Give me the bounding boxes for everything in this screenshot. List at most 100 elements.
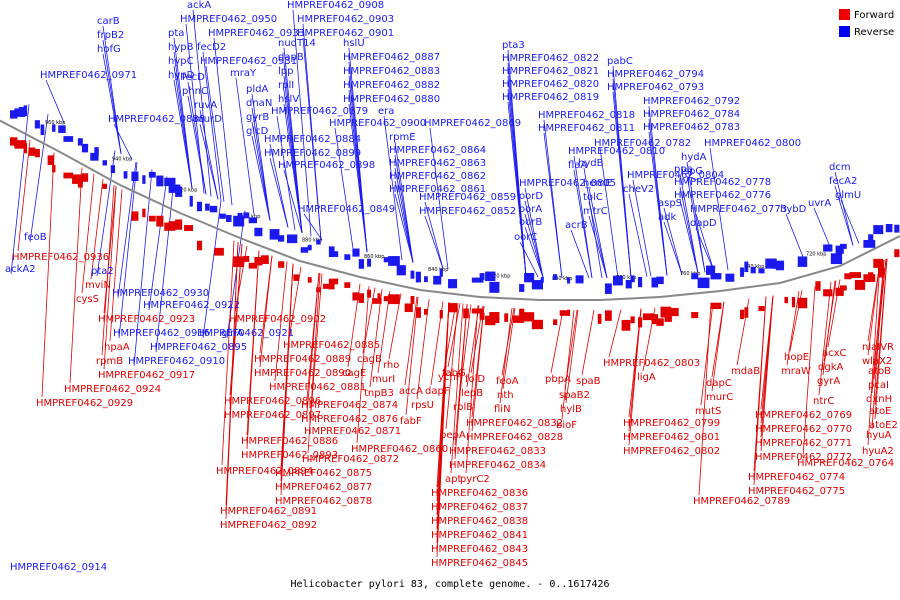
forward-gene-label: HMPREF0462_0774 bbox=[748, 472, 845, 483]
forward-gene-block bbox=[512, 315, 525, 323]
forward-label-connector bbox=[306, 272, 320, 414]
reverse-gene-block bbox=[388, 256, 400, 266]
forward-gene-label: dapF bbox=[425, 386, 450, 397]
reverse-gene-label: HMPREF0462_0862 bbox=[389, 171, 486, 182]
reverse-gene-label: oorA bbox=[519, 204, 542, 215]
forward-gene-block bbox=[553, 319, 558, 326]
forward-gene-label: pbpA bbox=[545, 374, 571, 385]
reverse-gene-block bbox=[367, 258, 372, 267]
reverse-label-connector bbox=[102, 53, 122, 154]
reverse-gene-label: HMPREF0462_0821 bbox=[502, 66, 599, 77]
reverse-label-connector bbox=[519, 241, 539, 278]
forward-gene-label: cagB bbox=[357, 354, 382, 365]
reverse-gene-block bbox=[750, 266, 756, 274]
forward-label-connector bbox=[101, 185, 115, 356]
forward-gene-label: HMPREF0462_0801 bbox=[623, 432, 720, 443]
forward-gene-block bbox=[660, 306, 672, 318]
reverse-gene-block bbox=[894, 224, 900, 233]
forward-gene-block bbox=[797, 297, 808, 309]
reverse-gene-block bbox=[863, 240, 876, 248]
reverse-gene-label: tolC bbox=[583, 192, 603, 203]
forward-gene-block bbox=[332, 278, 339, 285]
reverse-gene-label: ackA2 bbox=[5, 264, 36, 275]
forward-label-connector bbox=[17, 139, 31, 252]
reverse-gene-block bbox=[110, 165, 116, 174]
forward-gene-label: murC bbox=[706, 392, 733, 403]
reverse-gene-block bbox=[706, 265, 716, 275]
reverse-gene-label: hemE bbox=[583, 178, 612, 189]
forward-gene-label: HMPREF0462_0775 bbox=[748, 486, 845, 497]
forward-label-connector bbox=[259, 255, 273, 368]
reverse-label-connector bbox=[679, 173, 699, 274]
forward-gene-block bbox=[34, 148, 40, 158]
reverse-gene-label: HMPREF0462_0883 bbox=[343, 66, 440, 77]
reverse-gene-label: HMPREF0462_0784 bbox=[643, 109, 740, 120]
reverse-gene-label: HMPREF0462_0805 bbox=[519, 178, 616, 189]
reverse-gene-label: HMPREF0462_0971 bbox=[40, 70, 137, 81]
kbp-tick-label: 920 kbp bbox=[177, 188, 197, 194]
reverse-label-connector bbox=[133, 169, 153, 367]
kbp-tick-label: 960 kbp bbox=[45, 120, 65, 126]
forward-label-connector bbox=[41, 152, 55, 398]
forward-gene-label: HMPREF0462_0802 bbox=[623, 446, 720, 457]
forward-gene-block bbox=[423, 308, 428, 315]
genome-backbone bbox=[0, 119, 900, 301]
reverse-gene-block bbox=[396, 265, 406, 276]
reverse-label-connector bbox=[394, 180, 414, 263]
forward-gene-label: HMPREF0462_0832 bbox=[466, 418, 563, 429]
reverse-gene-block bbox=[575, 275, 584, 284]
reverse-gene-label: HMPREF0462_0895 bbox=[150, 342, 247, 353]
forward-label-connector bbox=[69, 167, 83, 384]
forward-gene-label: HMPREF0462_0878 bbox=[275, 496, 372, 507]
forward-label-connector bbox=[561, 309, 575, 420]
forward-gene-label: HMPREF0462_0902 bbox=[229, 314, 326, 325]
kbp-tick-label: 720 kbp bbox=[806, 252, 826, 258]
forward-gene-block bbox=[293, 274, 300, 281]
reverse-gene-block bbox=[90, 152, 99, 161]
forward-label-connector bbox=[103, 186, 117, 370]
reverse-gene-block bbox=[656, 276, 664, 285]
reverse-gene-label: cheV2 bbox=[623, 184, 654, 195]
forward-gene-block bbox=[261, 255, 269, 264]
reverse-label-connector bbox=[394, 167, 414, 263]
forward-gene-label: HMPREF0462_0769 bbox=[755, 410, 852, 421]
forward-gene-block bbox=[471, 308, 484, 314]
reverse-label-connector bbox=[10, 104, 30, 275]
reverse-gene-block bbox=[765, 258, 777, 269]
forward-gene-label: HMPREF0462_0885 bbox=[283, 340, 380, 351]
reverse-gene-label: pldA bbox=[246, 84, 268, 95]
forward-gene-label: atoE bbox=[869, 406, 892, 417]
forward-gene-block bbox=[77, 180, 83, 188]
reverse-gene-block bbox=[52, 124, 56, 132]
forward-label-connector bbox=[416, 299, 430, 400]
forward-gene-label: mutS bbox=[695, 406, 721, 417]
forward-gene-block bbox=[664, 315, 672, 322]
reverse-gene-block bbox=[830, 253, 843, 265]
forward-gene-label: apt bbox=[445, 474, 461, 485]
forward-gene-block bbox=[254, 256, 263, 266]
genome-caption: Helicobacter pylori 83, complete genome.… bbox=[290, 579, 609, 590]
forward-gene-block bbox=[372, 298, 382, 304]
forward-gene-block bbox=[377, 293, 381, 301]
kbp-tick-label: 780 kbp bbox=[616, 275, 636, 281]
reverse-label-connector bbox=[251, 107, 271, 221]
reverse-gene-label: phnC bbox=[182, 86, 208, 97]
forward-gene-block bbox=[383, 296, 392, 302]
reverse-gene-label: HMPREF0462_0782 bbox=[594, 138, 691, 149]
reverse-gene-block bbox=[540, 277, 544, 283]
forward-gene-block bbox=[849, 272, 862, 279]
reverse-gene-block bbox=[775, 260, 785, 271]
reverse-gene-label: HMPREF0462_0916 bbox=[113, 328, 210, 339]
forward-gene-block bbox=[630, 316, 635, 324]
reverse-gene-label: HMPREF0462_0882 bbox=[343, 80, 440, 91]
reverse-label-connector bbox=[573, 169, 593, 279]
reverse-gene-label: lpp bbox=[278, 66, 293, 77]
forward-gene-label: hpaA bbox=[104, 342, 130, 353]
reverse-gene-label: carB bbox=[97, 16, 120, 27]
reverse-gene-label: HMPREF0462_0899 bbox=[264, 148, 361, 159]
reverse-gene-block bbox=[758, 268, 765, 274]
forward-gene-label: HMPREF0462_0896 bbox=[224, 396, 321, 407]
forward-gene-block bbox=[844, 273, 852, 280]
reverse-gene-label: HMPREF0462_0804 bbox=[627, 170, 724, 181]
reverse-gene-block bbox=[34, 120, 40, 129]
